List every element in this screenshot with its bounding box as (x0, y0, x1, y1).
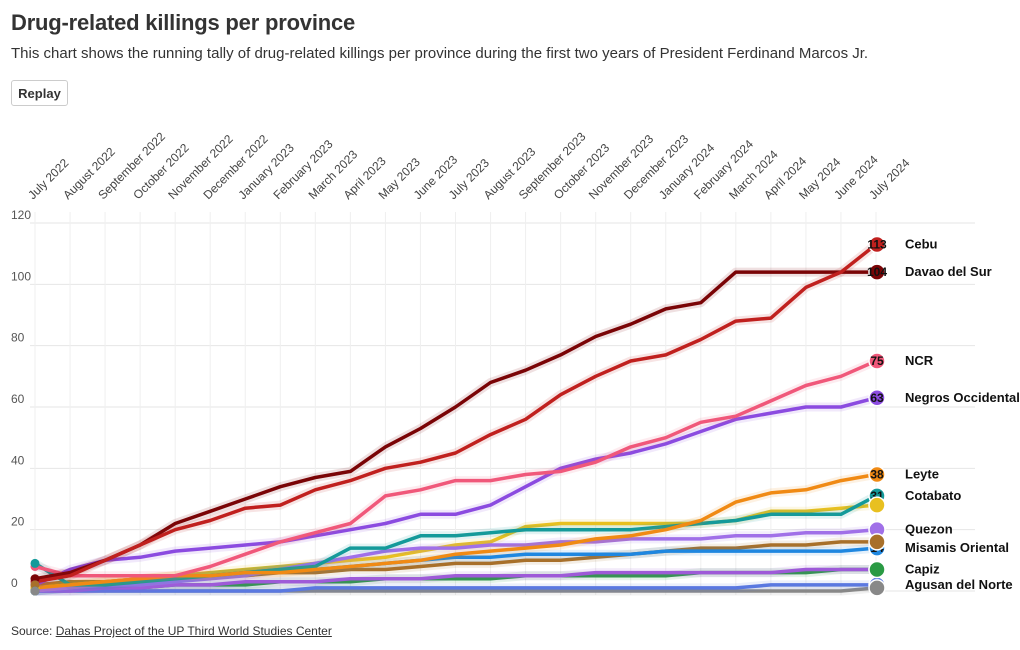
end-point (868, 389, 886, 407)
series-line (33, 270, 878, 581)
end-point (868, 465, 886, 484)
end-value-label: 38 (870, 467, 884, 481)
series-line (33, 583, 878, 593)
series-line (33, 359, 878, 578)
end-point (868, 352, 886, 370)
series-name-label: Capiz (905, 562, 940, 577)
end-value-label: 63 (870, 391, 884, 405)
series-name-label: Quezon (905, 522, 953, 537)
series-line (33, 567, 878, 593)
end-point (868, 496, 886, 514)
start-point (30, 586, 40, 596)
end-value-label: 113 (867, 237, 887, 251)
end-point (868, 235, 886, 254)
y-tick-label: 80 (11, 331, 25, 345)
end-value-label: 104 (867, 265, 887, 279)
series-name-label: Misamis Oriental (905, 540, 1009, 555)
source-note: Source: Dahas Project of the UP Third Wo… (11, 624, 332, 638)
series-labels: Cebu Davao del Sur NCR Negros Occidental Ley… (905, 236, 1020, 591)
y-axis-labels: 0 20 40 60 80 100 120 (11, 208, 31, 590)
replay-button[interactable]: Replay (11, 80, 68, 106)
chart-title: Drug-related killings per province (11, 10, 356, 35)
y-tick-label: 0 (11, 576, 18, 590)
end-markers: 113104756338311472 (30, 235, 887, 597)
series-lines (30, 240, 881, 596)
end-point (868, 263, 886, 281)
series-name-label: Leyte (905, 466, 939, 481)
series-line (33, 396, 878, 587)
series-name-label: Cebu (905, 236, 938, 251)
y-tick-label: 120 (11, 208, 31, 222)
source-link[interactable]: Dahas Project of the UP Third World Stud… (55, 624, 332, 638)
y-tick-label: 100 (11, 269, 31, 283)
y-tick-label: 60 (11, 392, 25, 406)
series-line (33, 242, 878, 584)
end-value-label: 75 (870, 354, 884, 368)
y-tick-label: 40 (11, 453, 25, 467)
chart-subtitle: This chart shows the running tally of dr… (11, 45, 869, 62)
series-line (33, 494, 878, 587)
end-point (868, 560, 886, 579)
series-line (33, 527, 878, 593)
end-point (868, 533, 886, 551)
y-tick-label: 20 (11, 515, 25, 529)
start-point (30, 558, 40, 568)
series-name-label: Agusan del Norte (905, 577, 1013, 592)
series-name-label: Cotabato (905, 488, 961, 503)
end-point (868, 579, 886, 597)
series-name-label: Davao del Sur (905, 264, 992, 279)
source-prefix: Source: (11, 624, 56, 638)
series-name-label: Negros Occidental (905, 390, 1020, 405)
series-name-label: NCR (905, 353, 934, 368)
